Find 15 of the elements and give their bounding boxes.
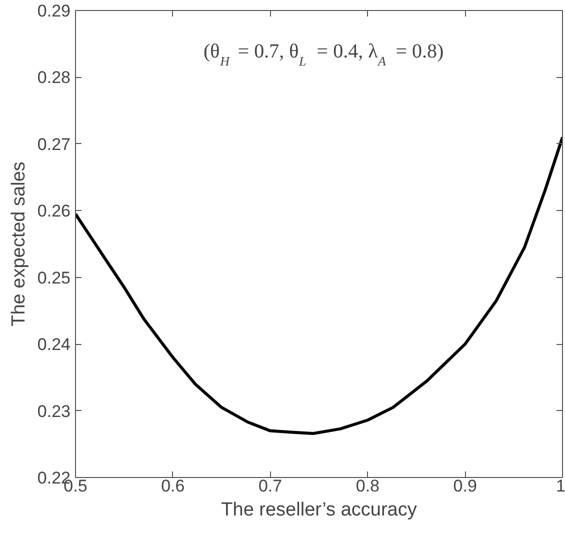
x-tick-label: 1 — [556, 476, 565, 496]
y-tick-label: 0.26 — [37, 202, 71, 221]
y-tick-label: 0.29 — [37, 2, 71, 20]
x-tick-label: 0.9 — [453, 476, 477, 496]
y-tick-label: 0.25 — [37, 268, 71, 288]
x-tick-label: 0.7 — [258, 476, 282, 496]
x-axis-title: The reseller’s accuracy — [221, 500, 418, 520]
y-axis-title: The expected sales — [8, 162, 30, 326]
y-tick-label: 0.24 — [37, 335, 71, 354]
x-tick-label: 0.6 — [161, 476, 185, 496]
line-series — [76, 136, 562, 435]
x-tick-label: 0.8 — [356, 476, 380, 496]
y-tick-label: 0.28 — [37, 68, 71, 88]
y-tick-label: 0.27 — [37, 134, 71, 154]
y-tick-label: 0.23 — [37, 402, 71, 421]
